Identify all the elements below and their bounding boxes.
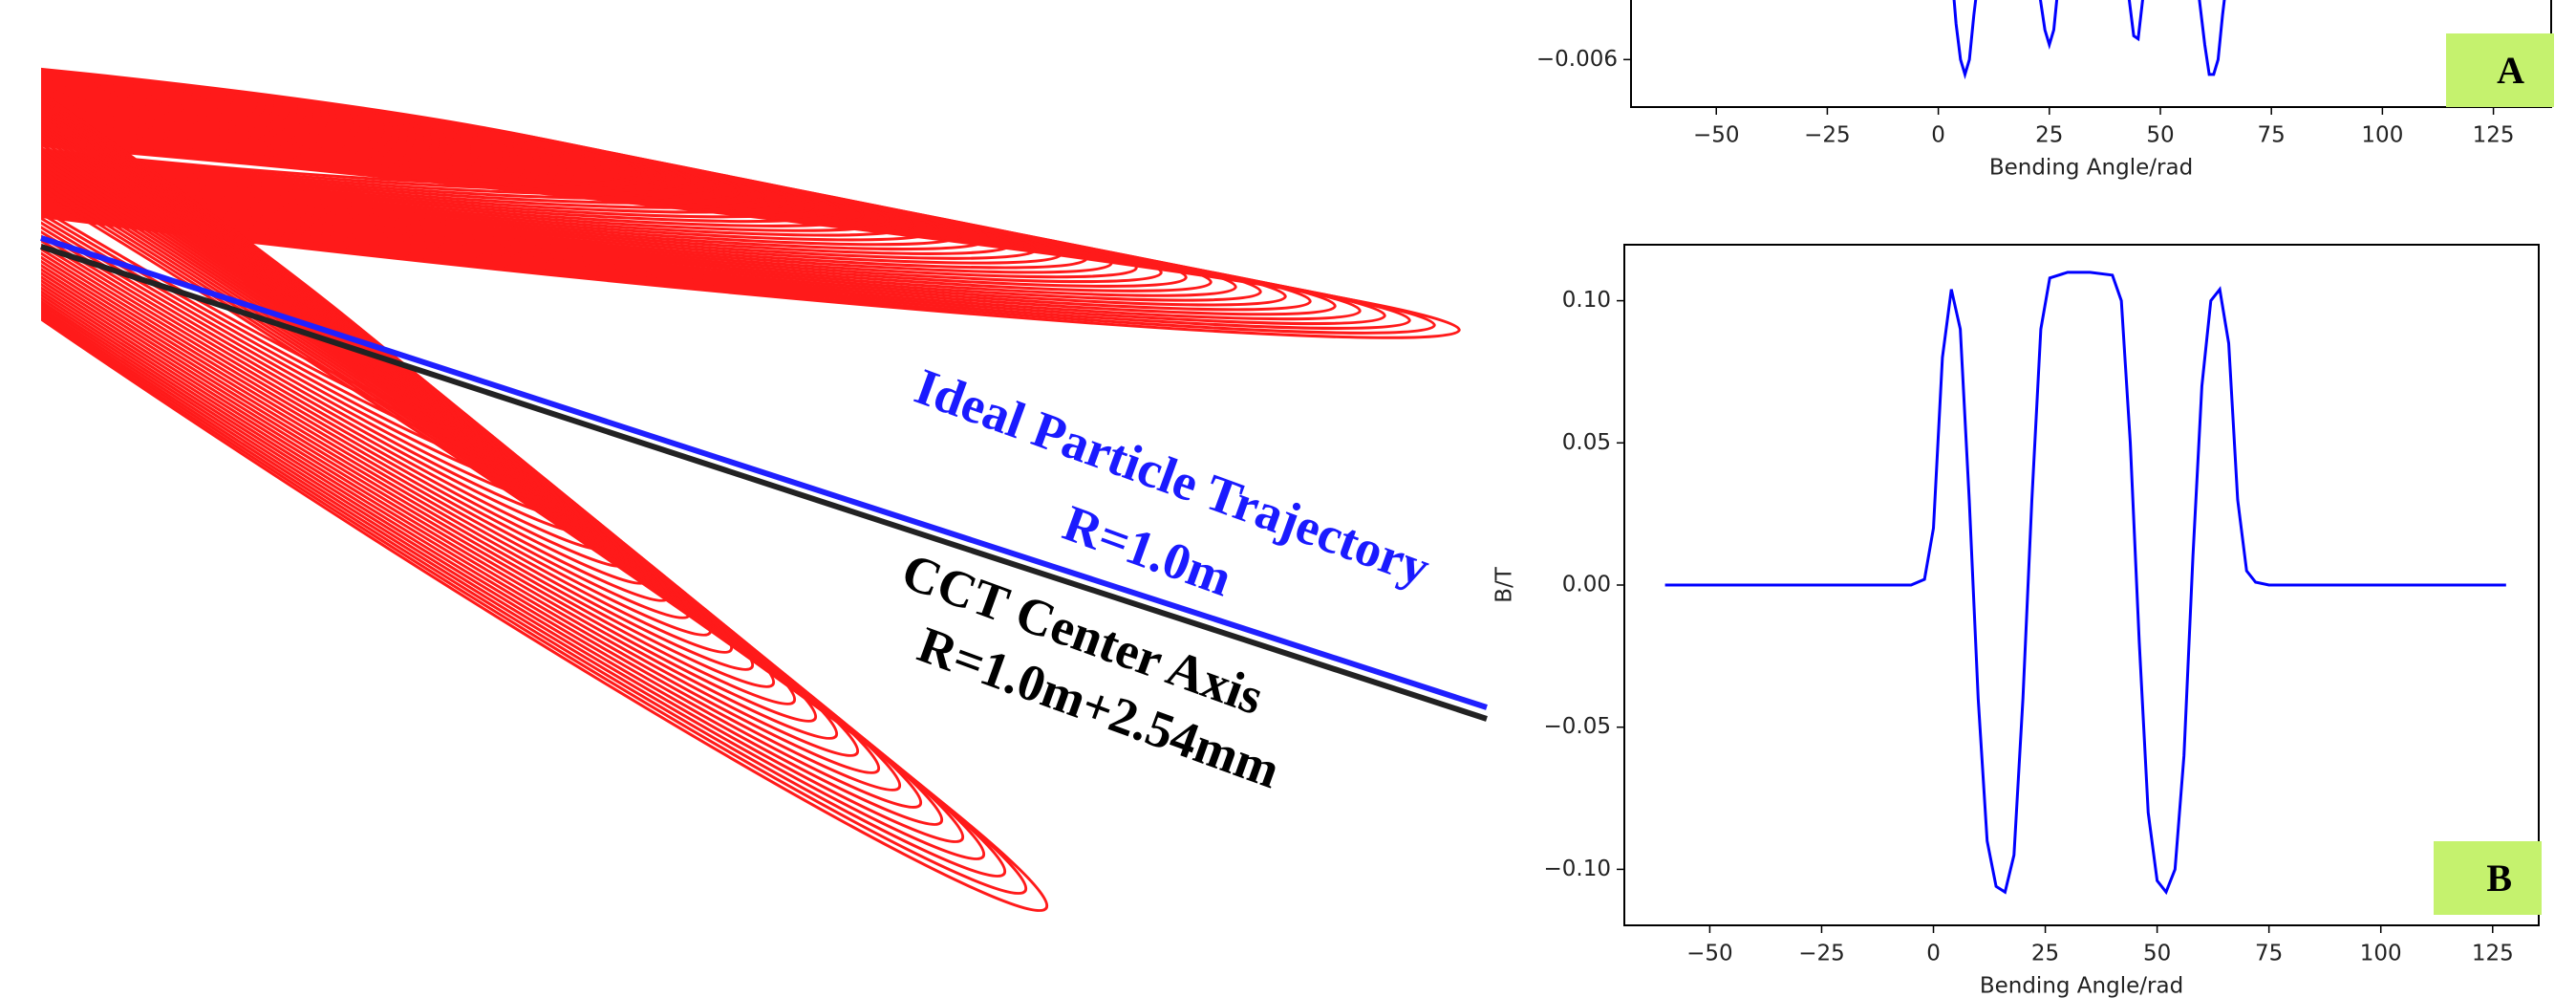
- coil-loop: [41, 96, 1213, 293]
- y-tick-label: −0.05: [1544, 714, 1611, 739]
- coil-loop: [41, 98, 1237, 297]
- coil-loop: [41, 114, 1411, 330]
- coil-loop: [41, 31, 461, 430]
- coil-loop: [41, 89, 1138, 279]
- coil-loop: [41, 117, 1436, 335]
- coil-loop: [41, 31, 566, 516]
- coil-loop: [41, 94, 1188, 288]
- x-tick-label: 0: [1926, 942, 1941, 966]
- coil-loop: [41, 31, 503, 465]
- coil-loop: [41, 31, 608, 551]
- x-tick-label: 50: [2146, 123, 2174, 148]
- coil-loop: [41, 70, 939, 242]
- coil-loop: [41, 31, 986, 861]
- panel-label: A: [2497, 49, 2524, 92]
- coil-loop: [41, 105, 1312, 312]
- x-tick-label: −25: [1804, 123, 1851, 148]
- data-line: [1664, 271, 2506, 896]
- coil-loop: [41, 31, 650, 585]
- coil-loop: [41, 75, 989, 251]
- coil-loop: [41, 31, 524, 482]
- coil-loop: [41, 31, 923, 809]
- y-tick-label: −0.006: [1536, 47, 1618, 72]
- y-tick-label: 0.00: [1562, 573, 1611, 597]
- coil-loop: [41, 112, 1386, 326]
- coil-loop: [41, 82, 1063, 265]
- coil-loop: [41, 31, 860, 757]
- x-axis-label: Bending Angle/rad: [1989, 156, 2193, 181]
- x-tick-label: 125: [2473, 123, 2515, 148]
- coil-loop: [41, 58, 815, 219]
- x-tick-label: 100: [2361, 123, 2403, 148]
- coil-loop: [41, 31, 734, 654]
- coil-loop: [41, 102, 1287, 307]
- coil-loop: [41, 31, 797, 705]
- coil-loop: [41, 31, 587, 533]
- coil-loop: [41, 66, 890, 232]
- coil-loop: [41, 73, 964, 247]
- panel-badge: [2446, 33, 2554, 107]
- coil-loop: [41, 31, 440, 413]
- coil-loop: [41, 63, 865, 228]
- coil-loop: [41, 31, 776, 688]
- coil-loop: [41, 31, 902, 792]
- x-tick-label: 125: [2472, 942, 2514, 966]
- coil-loop: [41, 31, 944, 827]
- coil-loop: [41, 109, 1362, 321]
- x-tick-label: 0: [1931, 123, 1945, 148]
- coil-loop: [41, 31, 965, 844]
- coil-loop: [41, 31, 629, 568]
- coil-loop: [41, 31, 818, 723]
- x-axis-label: Bending Angle/rad: [1980, 974, 2183, 998]
- x-tick-label: −25: [1798, 942, 1845, 966]
- panel-label: B: [2486, 857, 2512, 900]
- x-tick-label: 25: [2031, 942, 2059, 966]
- coil-loop: [41, 31, 692, 619]
- y-tick-label: 0.10: [1562, 288, 1611, 313]
- coil-loop: [41, 79, 1039, 260]
- coil-loop: [41, 84, 1088, 270]
- coil-loop: [41, 31, 545, 499]
- x-tick-label: 100: [2360, 942, 2402, 966]
- coil-loop: [41, 31, 482, 447]
- panel-badge: [2434, 841, 2542, 915]
- coil-loop: [41, 77, 1014, 255]
- coil-render: [41, 31, 1461, 913]
- x-tick-label: −50: [1686, 942, 1733, 966]
- trajectory-line: [40, 235, 1488, 710]
- x-tick-label: −50: [1693, 123, 1740, 148]
- x-tick-label: 75: [2255, 942, 2283, 966]
- data-line: [1952, 0, 2226, 80]
- y-tick-label: −0.10: [1544, 857, 1611, 881]
- center-axis-line: [40, 244, 1488, 722]
- y-tick-label: 0.05: [1562, 430, 1611, 455]
- coil-loop: [41, 61, 840, 224]
- coil-loop: [41, 31, 1007, 879]
- coil-loop: [41, 31, 713, 637]
- x-tick-label: 75: [2258, 123, 2286, 148]
- coil-loop: [41, 31, 839, 740]
- coil-loop: [41, 100, 1262, 302]
- plot-frame: [1630, 0, 2552, 108]
- coil-loop: [41, 31, 671, 602]
- coil-loop: [41, 91, 1163, 284]
- coil-loop: [41, 68, 914, 237]
- coil-loop: [41, 86, 1113, 274]
- y-axis-label: B/T: [1492, 566, 1517, 603]
- x-tick-label: 25: [2035, 123, 2063, 148]
- coil-loop: [41, 31, 881, 774]
- coil-loop: [41, 107, 1337, 316]
- coil-loop: [41, 31, 755, 671]
- x-tick-label: 50: [2143, 942, 2171, 966]
